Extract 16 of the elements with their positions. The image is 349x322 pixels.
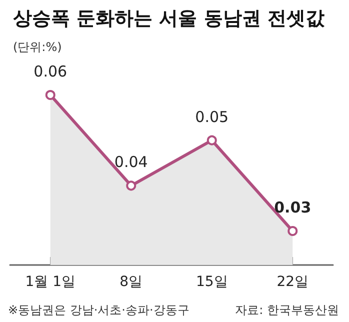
x-tick-label: 8일 [120, 274, 143, 290]
point [206, 135, 217, 146]
data-label: 0.06 [34, 62, 68, 80]
x-tick-label: 22일 [276, 274, 309, 290]
data-label: 0.04 [114, 153, 148, 172]
point [288, 226, 298, 236]
x-tick-label: 15일 [196, 274, 228, 290]
data-label: 0.05 [195, 108, 229, 126]
point [45, 90, 56, 100]
point [126, 180, 136, 191]
chart-subtitle: (단위:%) [13, 40, 62, 54]
data-label: 0.03 [274, 198, 312, 216]
annotation: ※동남권은 강남·서초·송파·강동구 [8, 303, 190, 317]
annotation: 자료: 한국부동산원 [235, 303, 339, 317]
x-tick-label: 1월 1일 [25, 274, 76, 290]
chart-title: 상승폭 둔화하는 서울 동남권 전셋값 [13, 8, 326, 30]
